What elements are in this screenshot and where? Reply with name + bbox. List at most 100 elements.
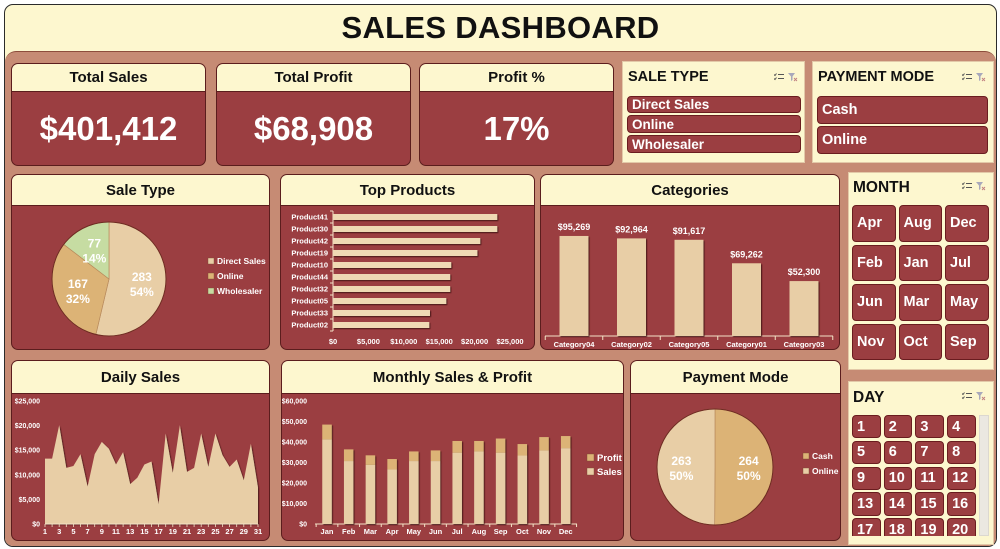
data-label: $69,262 — [730, 249, 763, 259]
x-tick-label: $25,000 — [496, 337, 523, 346]
day-button[interactable]: 11 — [915, 466, 945, 490]
slicer-toolbar — [774, 73, 798, 82]
bar-segment-profit-mar — [365, 455, 376, 465]
month-button[interactable]: Apr — [852, 205, 896, 242]
clear-filter-icon[interactable] — [976, 73, 986, 82]
data-label: $92,964 — [615, 224, 648, 234]
category-label: Product32 — [291, 285, 328, 294]
day-button[interactable]: 4 — [947, 415, 976, 439]
clear-filter-icon[interactable] — [976, 392, 986, 401]
day-button[interactable]: 20 — [947, 518, 976, 536]
x-tick-label: 15 — [140, 527, 148, 536]
slicer-item-online[interactable]: Online — [817, 126, 988, 154]
day-button[interactable]: 14 — [883, 492, 913, 516]
month-button[interactable]: Jan — [898, 244, 942, 281]
legend-swatch-cash — [802, 452, 810, 460]
slicer-item-direct-sales[interactable]: Direct Sales — [627, 96, 801, 113]
chart-title: Sale Type — [12, 175, 269, 206]
pie-data-label-value: 263 — [671, 454, 691, 468]
month-button[interactable]: Oct — [898, 323, 942, 360]
month-button[interactable]: Jun — [852, 284, 896, 321]
day-button[interactable]: 7 — [915, 440, 945, 465]
x-tick-label: 7 — [86, 527, 90, 536]
x-tick-label: 23 — [197, 527, 205, 536]
multi-select-icon[interactable] — [962, 73, 972, 82]
month-button[interactable]: Feb — [852, 244, 896, 281]
stacked-bar-nov — [539, 437, 549, 524]
bar-segment-sales-apr — [387, 469, 397, 524]
stacked-bar-apr — [387, 459, 397, 524]
bar-product10 — [333, 262, 452, 268]
legend-swatch-sales — [586, 467, 595, 476]
chart-title: Payment Mode — [631, 361, 840, 394]
day-button[interactable]: 8 — [947, 440, 976, 465]
x-tick-label: $15,000 — [426, 337, 453, 346]
legend-label-online: Online — [812, 466, 839, 476]
day-button[interactable]: 18 — [883, 518, 913, 536]
x-tick-label: Mar — [364, 527, 377, 536]
panel-top-products: Top Products Product41 Product30 Product42… — [280, 174, 535, 350]
day-button[interactable]: 13 — [852, 492, 881, 516]
month-button-grid: Apr Aug Dec Feb Jan Jul Jun Mar May Nov … — [852, 205, 989, 361]
slicer-item-online[interactable]: Online — [627, 115, 801, 133]
day-button[interactable]: 16 — [947, 492, 976, 516]
chart-title: Top Products — [281, 175, 534, 206]
day-button[interactable]: 2 — [883, 415, 913, 439]
category-label: Product02 — [291, 321, 328, 330]
clear-filter-icon[interactable] — [976, 182, 986, 191]
month-button[interactable]: Nov — [852, 323, 896, 360]
day-button[interactable]: 19 — [915, 518, 945, 536]
bar-segment-profit-sep — [495, 438, 506, 453]
x-tick-label: Oct — [516, 527, 529, 536]
category-label: Product30 — [291, 225, 328, 234]
day-button[interactable]: 5 — [852, 440, 881, 465]
x-tick-label: Feb — [342, 527, 356, 536]
legend-label-direct-sales: Direct Sales — [217, 256, 266, 266]
bar-category05 — [674, 239, 704, 336]
stacked-bar-jun — [430, 450, 441, 524]
bar-product33 — [333, 310, 430, 316]
day-button[interactable]: 17 — [852, 518, 881, 536]
y-tick-label: $40,000 — [282, 440, 307, 447]
category-label: Product41 — [291, 213, 328, 222]
day-button[interactable]: 15 — [915, 492, 945, 516]
day-button[interactable]: 6 — [883, 440, 913, 465]
x-tick-label: 5 — [71, 527, 75, 536]
month-button[interactable]: Sep — [945, 323, 989, 360]
month-button[interactable]: Mar — [898, 284, 942, 321]
month-button[interactable]: May — [945, 284, 989, 321]
x-tick-label: $0 — [329, 337, 337, 346]
multi-select-icon[interactable] — [962, 392, 972, 401]
legend-label-profit: Profit — [597, 453, 623, 464]
month-button[interactable]: Jul — [945, 244, 989, 281]
month-button[interactable]: Dec — [945, 205, 989, 242]
multi-select-icon[interactable] — [962, 182, 972, 191]
legend-label-wholesaler: Wholesaler — [217, 286, 263, 296]
x-tick-label: Dec — [559, 527, 573, 536]
bar-product41 — [333, 214, 498, 220]
category-label: Category05 — [669, 340, 710, 349]
top-products-bar-chart: Product41 Product30 Product42 Product19 Prod… — [291, 210, 524, 346]
day-button[interactable]: 9 — [852, 466, 881, 490]
data-label: $52,300 — [788, 267, 821, 277]
day-button[interactable]: 10 — [883, 466, 913, 490]
day-slicer-scrollbar[interactable] — [979, 415, 989, 536]
clear-filter-icon[interactable] — [788, 73, 798, 82]
slicer-item-cash[interactable]: Cash — [817, 96, 988, 124]
x-tick-label: 31 — [254, 527, 262, 536]
day-button[interactable]: 3 — [915, 415, 945, 439]
slicer-item-wholesaler[interactable]: Wholesaler — [627, 135, 801, 153]
day-button[interactable]: 12 — [947, 466, 976, 490]
multi-select-icon[interactable] — [774, 73, 784, 82]
kpi-label: Profit % — [420, 64, 613, 92]
category-label: Product10 — [291, 261, 328, 270]
x-tick-label: 21 — [183, 527, 191, 536]
legend-label-sales: Sales — [597, 467, 622, 478]
stacked-bar-mar — [365, 455, 376, 524]
day-button[interactable]: 1 — [852, 415, 881, 439]
pie-data-label-percent: 14% — [82, 251, 106, 265]
month-button[interactable]: Aug — [898, 205, 942, 242]
stacked-bar-may — [409, 451, 419, 524]
x-tick-label: $10,000 — [390, 337, 417, 346]
